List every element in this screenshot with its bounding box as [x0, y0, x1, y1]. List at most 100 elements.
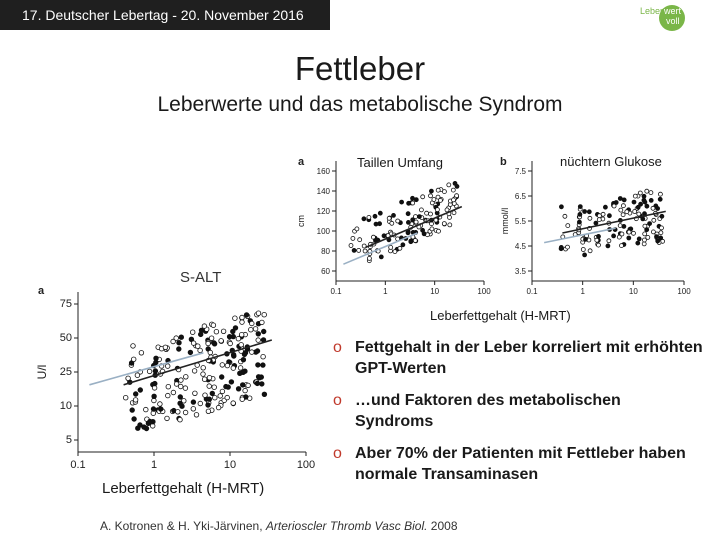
x-tick-label: 100	[297, 459, 315, 471]
bullet-item: o Aber 70% der Patienten mit Fettleber ha…	[333, 443, 703, 485]
data-point	[435, 187, 441, 193]
data-point	[654, 234, 659, 240]
data-point	[613, 200, 619, 205]
x-tick-label: 100	[477, 287, 491, 296]
data-point	[259, 381, 265, 387]
data-point	[201, 323, 208, 329]
data-point	[386, 215, 392, 221]
leberwertvoll-logo: Leber wert voll	[640, 5, 685, 31]
data-point	[177, 416, 183, 423]
data-point	[146, 368, 153, 375]
data-point	[454, 193, 460, 199]
data-point	[397, 245, 403, 251]
data-point	[232, 325, 239, 331]
data-point	[444, 207, 450, 213]
data-point	[152, 380, 158, 387]
x-tick-label: 0.1	[330, 287, 342, 296]
logo-text-mid: wert	[663, 6, 682, 16]
data-point	[211, 384, 217, 390]
data-point	[200, 371, 206, 377]
chart-s-alt: a S-ALT 5 10 25 50 75 0.1 1 10 100 U/l	[35, 269, 315, 471]
y-tick-label: 6.5	[515, 192, 527, 201]
data-point	[164, 363, 171, 369]
data-point	[205, 402, 211, 408]
data-point	[408, 239, 414, 245]
data-point	[621, 197, 627, 203]
x-tick-label: 0.1	[526, 287, 538, 296]
data-point	[635, 204, 641, 210]
data-point	[230, 400, 236, 406]
y-tick-label: 80	[321, 247, 330, 256]
citation-year: 2008	[427, 519, 458, 533]
data-point	[367, 256, 372, 261]
data-point	[182, 409, 189, 416]
data-point	[611, 233, 616, 239]
panel-letter: b	[500, 156, 507, 168]
data-point	[645, 235, 651, 240]
data-point	[362, 248, 368, 254]
data-point	[626, 235, 632, 241]
data-point	[151, 393, 157, 399]
data-point	[255, 310, 262, 316]
data-point	[252, 326, 259, 332]
data-point	[227, 340, 233, 347]
data-point	[619, 243, 624, 248]
page-title: Fettleber	[294, 50, 426, 87]
data-point	[157, 406, 164, 412]
data-point	[636, 211, 642, 217]
bullet-item: o Fettgehalt in der Leber korreliert mit …	[333, 337, 703, 379]
data-point	[175, 409, 181, 415]
data-point	[225, 384, 231, 390]
data-point	[238, 342, 244, 348]
data-point	[603, 204, 608, 210]
data-point	[241, 351, 248, 357]
y-tick-label: 5	[66, 434, 72, 446]
y-tick-label: 120	[317, 207, 331, 216]
data-point	[230, 351, 237, 358]
data-point	[620, 212, 626, 218]
regression-line	[562, 210, 666, 234]
data-point	[635, 240, 641, 246]
data-point	[436, 228, 441, 234]
x-tick-label: 0.1	[70, 459, 85, 471]
data-point	[173, 381, 180, 387]
data-point	[131, 416, 137, 422]
data-point	[191, 368, 198, 374]
data-point	[178, 334, 184, 340]
label-fett-top: Leberfettgehalt (H-MRT)	[430, 308, 571, 323]
data-point	[211, 340, 217, 346]
x-tick-label: 1	[580, 287, 585, 296]
regression-line	[89, 352, 204, 386]
data-point	[373, 221, 379, 227]
data-point	[437, 198, 443, 203]
data-point	[378, 254, 384, 260]
data-point	[176, 346, 182, 352]
data-point	[260, 353, 266, 360]
data-point	[206, 396, 212, 402]
data-point	[565, 223, 571, 228]
data-point	[580, 247, 586, 252]
panel-letter: a	[38, 285, 45, 297]
regression-line	[365, 205, 463, 249]
data-point	[237, 365, 244, 371]
data-point	[582, 209, 587, 214]
data-point	[165, 392, 171, 399]
data-point	[351, 248, 357, 253]
data-point	[642, 199, 648, 205]
data-point	[577, 204, 583, 209]
regression-line	[343, 232, 418, 265]
data-point	[562, 213, 568, 219]
data-point	[655, 206, 661, 211]
data-point	[132, 397, 139, 403]
data-point	[638, 201, 644, 207]
data-point	[626, 229, 632, 235]
data-point	[377, 210, 383, 216]
data-point	[205, 408, 212, 414]
data-point	[192, 390, 198, 396]
logo-text-top: Leber	[640, 6, 663, 16]
data-point	[230, 365, 236, 371]
data-point	[177, 383, 184, 390]
data-point	[206, 383, 212, 389]
data-point	[232, 315, 238, 321]
data-point	[621, 203, 626, 209]
